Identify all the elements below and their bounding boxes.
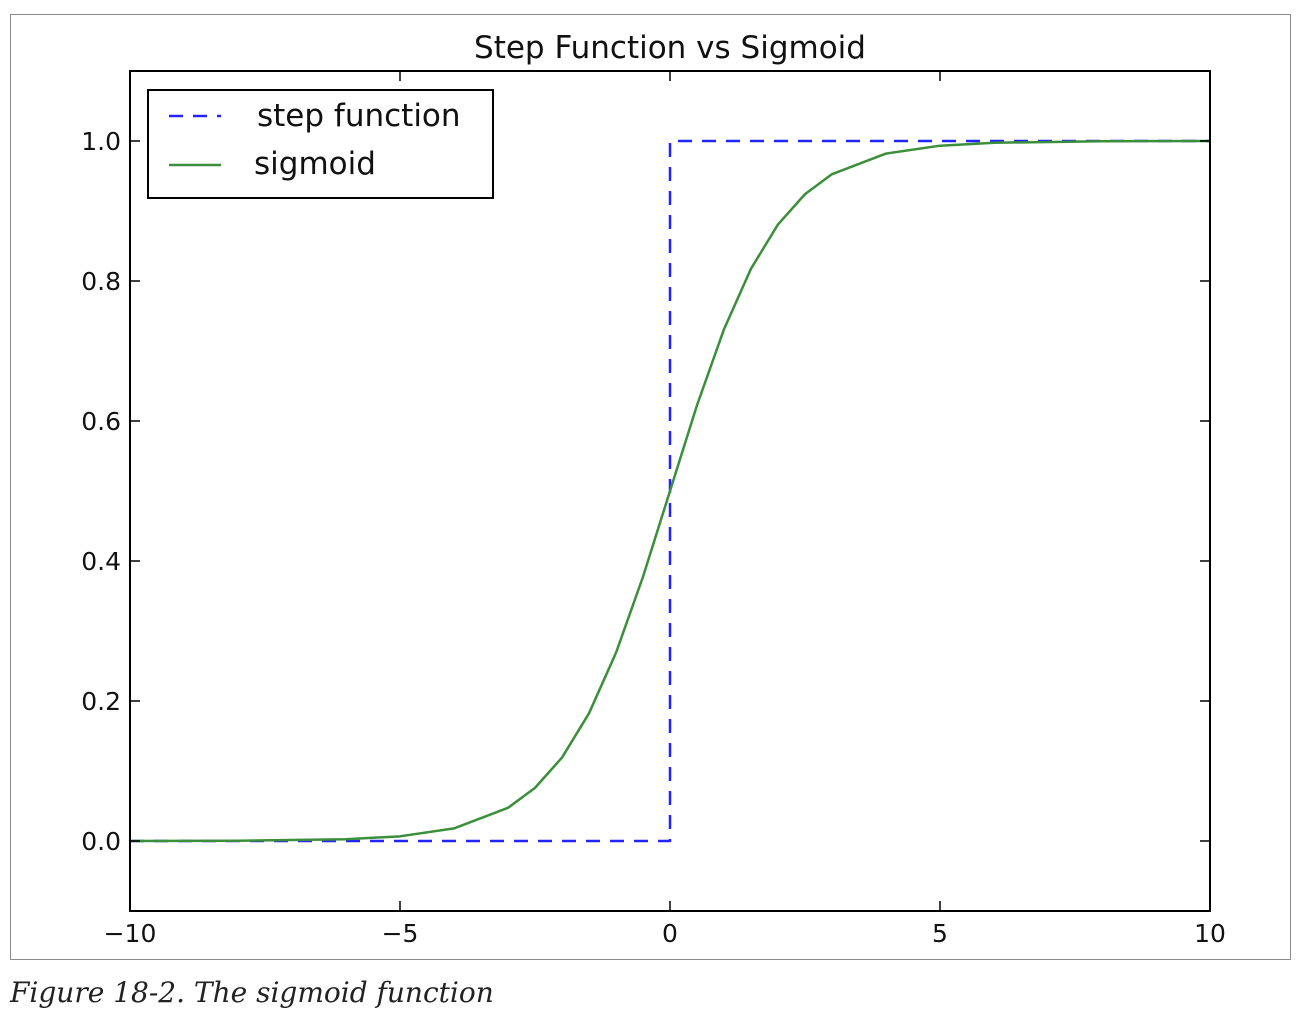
- legend-box: [147, 89, 494, 199]
- legend-label-sigmoid: sigmoid: [254, 146, 376, 182]
- y-tick-label: 0.8: [81, 267, 121, 296]
- y-tick-label: 0.4: [81, 547, 121, 576]
- legend: step function sigmoid: [147, 89, 494, 199]
- x-tick-label: 5: [932, 919, 948, 948]
- legend-label-step-function: step function: [257, 98, 461, 134]
- y-tick-label: 0.2: [81, 687, 121, 716]
- x-tick-label: −10: [104, 919, 157, 948]
- x-tick-label: 10: [1194, 919, 1226, 948]
- figure-frame: Step Function vs Sigmoid −10 −5 0 5 10 0.0 0.2…: [10, 14, 1291, 960]
- y-tick-label: 0.6: [81, 407, 121, 436]
- chart-title: Step Function vs Sigmoid: [474, 30, 866, 66]
- series-line-sigmoid: [129, 139, 1211, 843]
- y-tick-label: 0.0: [81, 827, 121, 856]
- figure-caption: Figure 18-2. The sigmoid function: [10, 976, 494, 1009]
- x-tick-label: 0: [662, 919, 678, 948]
- sigmoid-chart: Step Function vs Sigmoid −10 −5 0 5 10 0.0 0.2…: [81, 30, 1226, 948]
- y-tick-label: 1.0: [81, 127, 121, 156]
- x-tick-label: −5: [382, 919, 419, 948]
